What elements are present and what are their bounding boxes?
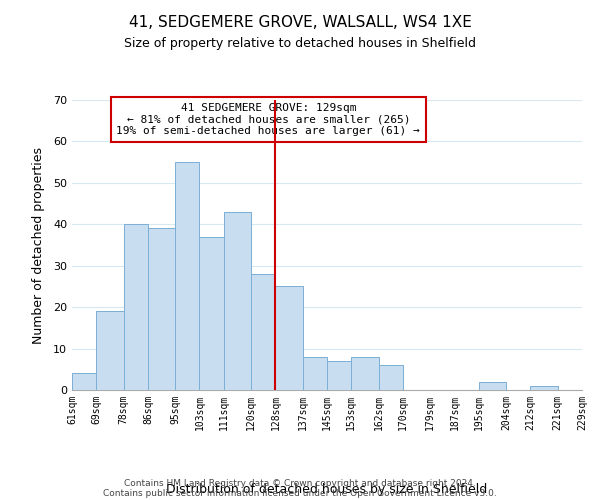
Bar xyxy=(224,212,251,390)
Bar xyxy=(327,361,351,390)
Y-axis label: Number of detached properties: Number of detached properties xyxy=(32,146,44,344)
Bar xyxy=(175,162,199,390)
Bar xyxy=(199,236,224,390)
Text: Size of property relative to detached houses in Shelfield: Size of property relative to detached ho… xyxy=(124,38,476,51)
Bar xyxy=(251,274,275,390)
Text: 41, SEDGEMERE GROVE, WALSALL, WS4 1XE: 41, SEDGEMERE GROVE, WALSALL, WS4 1XE xyxy=(128,15,472,30)
Bar xyxy=(530,386,558,390)
Text: 41 SEDGEMERE GROVE: 129sqm
← 81% of detached houses are smaller (265)
19% of sem: 41 SEDGEMERE GROVE: 129sqm ← 81% of deta… xyxy=(116,103,420,136)
Bar xyxy=(379,365,403,390)
Text: Contains public sector information licensed under the Open Government Licence v3: Contains public sector information licen… xyxy=(103,488,497,498)
Text: Contains HM Land Registry data © Crown copyright and database right 2024.: Contains HM Land Registry data © Crown c… xyxy=(124,478,476,488)
Bar xyxy=(351,357,379,390)
Bar xyxy=(124,224,148,390)
Bar xyxy=(148,228,175,390)
Bar xyxy=(96,312,124,390)
Bar xyxy=(275,286,303,390)
Bar xyxy=(479,382,506,390)
Bar xyxy=(303,357,327,390)
X-axis label: Distribution of detached houses by size in Shelfield: Distribution of detached houses by size … xyxy=(166,483,488,496)
Bar xyxy=(72,374,96,390)
